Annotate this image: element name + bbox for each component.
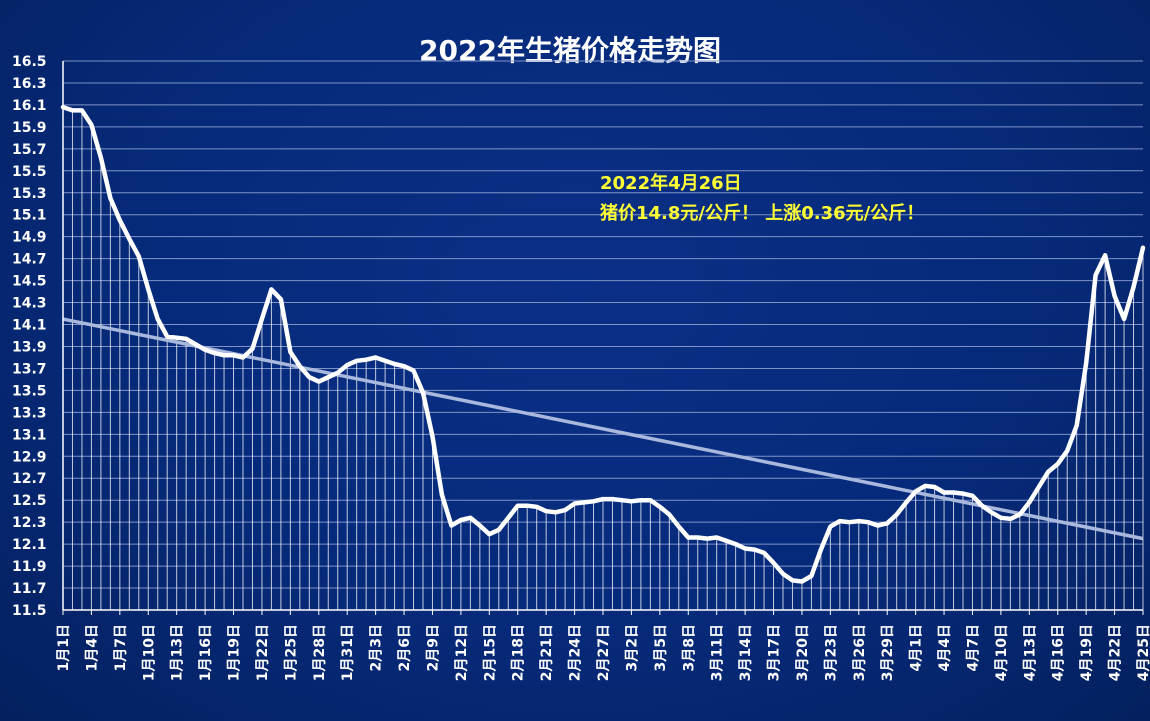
y-tick-label: 15.1 (12, 208, 47, 224)
y-tick-label: 14.9 (12, 230, 47, 246)
x-tick-label: 1月19日 (227, 624, 243, 681)
x-tick-label: 4月25日 (1136, 624, 1150, 681)
drop-lines (62, 107, 1144, 610)
y-tick-label: 12.9 (12, 449, 47, 465)
y-tick-label: 13.3 (12, 405, 47, 421)
x-tick-label: 1月22日 (255, 624, 271, 681)
y-tick-label: 16.3 (12, 76, 47, 92)
x-tick-label: 1月13日 (170, 624, 186, 681)
x-tick-label: 4月4日 (937, 624, 953, 671)
y-tick-label: 16.5 (12, 54, 47, 70)
x-tick-label: 2月12日 (454, 624, 470, 681)
y-tick-label: 13.1 (12, 427, 47, 443)
y-tick-label: 15.5 (12, 164, 47, 180)
y-tick-label: 11.5 (12, 603, 47, 619)
annotation-date: 2022年4月26日 (600, 172, 742, 194)
y-tick-label: 14.1 (12, 318, 47, 334)
y-tick-label: 12.3 (12, 515, 47, 531)
x-tick-label: 2月18日 (511, 624, 527, 681)
x-tick-label: 1月10日 (141, 624, 157, 681)
x-tick-label: 3月29日 (880, 624, 896, 681)
x-tick-label: 3月8日 (681, 624, 697, 671)
y-tick-label: 16.1 (12, 98, 47, 114)
y-axis-ticks: 16.5 16.3 16.1 15.9 15.7 15.5 15.3 15.1 14.9 14.7… (12, 54, 47, 619)
x-tick-label: 2月27日 (596, 624, 612, 681)
y-tick-label: 12.5 (12, 493, 47, 509)
annotation-price: 猪价14.8元/公斤！ 上涨0.36元/公斤！ (599, 202, 924, 224)
x-tick-label: 4月22日 (1108, 624, 1124, 681)
x-axis-ticks: 1月1日 1月4日 1月7日 1月10日 1月13日 1月16日 1月19日 1月22日 1月2… (56, 610, 1150, 681)
x-tick-label: 3月14日 (738, 624, 754, 681)
x-tick-label: 3月5日 (653, 624, 669, 671)
series-line (60, 104, 1146, 584)
x-tick-label: 1月16日 (198, 624, 214, 681)
x-tick-label: 2月3日 (369, 624, 385, 671)
y-tick-label: 14.7 (12, 252, 47, 268)
x-tick-label: 1月7日 (113, 624, 129, 671)
y-tick-label: 13.9 (12, 339, 47, 355)
x-tick-label: 1月4日 (84, 624, 100, 671)
x-tick-label: 4月10日 (994, 624, 1010, 681)
y-tick-label: 12.7 (12, 471, 47, 487)
x-tick-label: 1月31日 (340, 624, 356, 681)
x-tick-label: 3月2日 (624, 624, 640, 671)
y-tick-label: 14.5 (12, 274, 47, 290)
y-tick-label: 14.3 (12, 296, 47, 312)
chart-title: 2022年生猪价格走势图 (419, 34, 721, 67)
x-tick-label: 4月7日 (965, 624, 981, 671)
x-tick-label: 4月19日 (1079, 624, 1095, 681)
x-tick-label: 2月6日 (397, 624, 413, 671)
x-tick-label: 4月1日 (909, 624, 925, 671)
x-tick-label: 2月9日 (425, 624, 441, 671)
x-tick-label: 1月1日 (56, 624, 72, 671)
x-tick-label: 4月16日 (1051, 624, 1067, 681)
x-tick-label: 4月13日 (1022, 624, 1038, 681)
x-tick-label: 3月11日 (710, 624, 726, 681)
y-tick-label: 15.9 (12, 120, 47, 136)
x-tick-label: 3月26日 (852, 624, 868, 681)
x-tick-label: 3月23日 (823, 624, 839, 681)
y-tick-label: 15.7 (12, 142, 47, 158)
y-tick-label: 13.5 (12, 383, 47, 399)
y-tick-label: 11.7 (12, 581, 47, 597)
x-tick-label: 2月24日 (568, 624, 584, 681)
x-tick-label: 1月28日 (312, 624, 328, 681)
x-tick-label: 2月21日 (539, 624, 555, 681)
x-tick-label: 1月25日 (283, 624, 299, 681)
y-tick-label: 11.9 (12, 559, 47, 575)
x-tick-label: 3月17日 (767, 624, 783, 681)
y-tick-label: 13.7 (12, 361, 47, 377)
x-tick-label: 2月15日 (482, 624, 498, 681)
y-tick-label: 12.1 (12, 537, 47, 553)
x-tick-label: 3月20日 (795, 624, 811, 681)
y-tick-label: 15.3 (12, 186, 47, 202)
